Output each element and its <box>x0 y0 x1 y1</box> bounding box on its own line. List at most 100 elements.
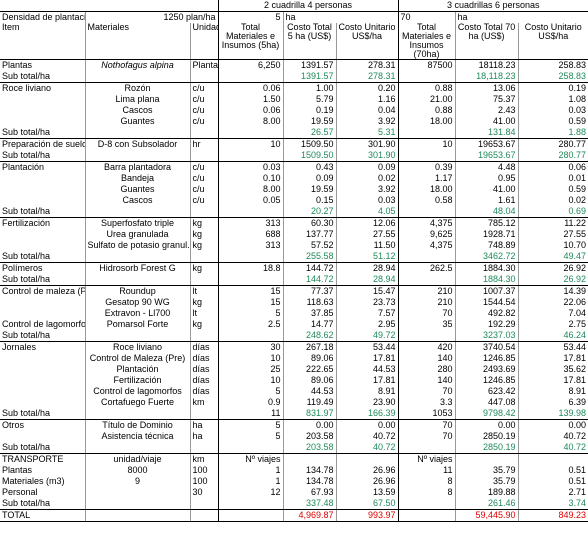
table-cell: Guantes <box>84 116 190 127</box>
table-row: Guantes c/u 8.00 19.59 3.92 18.00 41.00 0.59 <box>0 116 588 127</box>
table-cell: kg <box>189 262 218 274</box>
subtotal-cell <box>217 251 283 263</box>
table-cell: 0.06 <box>217 82 283 94</box>
table-row: Preparación de suelo D-8 con Subsolador hr… <box>0 138 588 150</box>
table-cell: 1 <box>217 465 283 476</box>
table-cell: Título de Dominio <box>84 419 190 431</box>
table-row: Sub total/ha 337.48 67.50 261.46 3.74 <box>0 498 588 510</box>
table-cell: 785.12 <box>454 217 519 229</box>
table-cell <box>0 195 85 206</box>
table-cell <box>0 353 85 364</box>
subtotal-cell <box>189 127 218 139</box>
table-cell: 1928.71 <box>454 229 519 240</box>
table-cell: 10.70 <box>517 240 588 251</box>
table-cell: 5 <box>217 431 283 442</box>
table-cell: 15 <box>217 297 283 308</box>
table-cell: kg <box>189 297 218 308</box>
subtotal-cell <box>84 251 190 263</box>
subtotal-cell: 49.72 <box>335 330 399 342</box>
table-cell: 21.00 <box>397 94 456 105</box>
table-cell: 0.88 <box>397 82 456 94</box>
table-cell: 5 <box>217 386 283 397</box>
table-cell: 18.00 <box>397 184 456 195</box>
table-cell: 0.06 <box>517 161 588 173</box>
table-cell: 70 <box>397 431 456 442</box>
table-cell: 44.53 <box>335 364 399 375</box>
subtotal-cell: 3.74 <box>517 498 588 510</box>
subtotal-cell <box>84 498 190 510</box>
table-cell: 0.88 <box>397 105 456 116</box>
table-cell: 118.63 <box>282 297 336 308</box>
subtotal-cell <box>397 206 456 218</box>
table-row: Sub total/ha 20.27 4.05 48.04 0.69 <box>0 206 588 218</box>
table-cell: hr <box>189 138 218 150</box>
table-cell: 0.02 <box>335 173 399 184</box>
table-cell: 2.75 <box>517 319 588 330</box>
table-cell <box>0 116 85 127</box>
subtotal-cell <box>397 442 456 454</box>
subtotal-cell: 0.69 <box>517 206 588 218</box>
table-cell: 75.37 <box>454 94 519 105</box>
table-cell: c/u <box>189 161 218 173</box>
table-cell: 27.55 <box>517 229 588 240</box>
table-cell: 9 <box>84 476 190 487</box>
subtotal-cell <box>84 408 190 420</box>
table-cell: 0.58 <box>397 195 456 206</box>
table-row: Densidad de plantación1250 plan/ha5ha70h… <box>0 11 588 23</box>
subtotal-cell <box>84 206 190 218</box>
table-cell: Cascos <box>84 105 190 116</box>
table-row: Cascos c/u 0.05 0.15 0.03 0.58 1.61 0.02 <box>0 195 588 206</box>
table-cell: 0.51 <box>517 476 588 487</box>
table-cell: 0.03 <box>335 195 399 206</box>
group-title: 3 cuadrillas 6 personas <box>397 0 588 12</box>
table-cell: 3.3 <box>397 397 456 408</box>
table-row: Cortafuego Fuerte km 0.9 119.49 23.90 3.3 447.… <box>0 397 588 408</box>
table-row: Sub total/ha 1391.57 278.31 18,118.23 258.83 <box>0 71 588 83</box>
table-cell: Superfosfato triple <box>84 217 190 229</box>
table-row: Materiales (m3) 9 100 1 134.78 26.96 8 35.79 0.5… <box>0 476 588 487</box>
table-cell: 17.81 <box>335 353 399 364</box>
table-cell: 22.06 <box>517 297 588 308</box>
column-header: Total Materiales e Insumos (5ha) <box>217 23 283 60</box>
table-row: Sub total/ha 144.72 28.94 1884.30 26.92 <box>0 274 588 286</box>
subtotal-cell: 26.92 <box>517 274 588 286</box>
subtotal-cell: 3462.72 <box>454 251 519 263</box>
table-cell: 12 <box>217 487 283 498</box>
subtotal-cell: 19653.67 <box>454 150 519 162</box>
subtotal-cell <box>217 442 283 454</box>
table-row: 2 cuadrilla 4 personas 3 cuadrillas 6 per… <box>0 0 588 12</box>
table-cell: 447.08 <box>454 397 519 408</box>
total-cell: 4,969.87 <box>282 509 336 522</box>
subtotal-cell: 278.31 <box>335 71 399 83</box>
subtotal-cell: 255.58 <box>282 251 336 263</box>
table-cell: 0.51 <box>517 465 588 476</box>
subtotal-cell <box>397 150 456 162</box>
table-cell: Roundup <box>84 285 190 297</box>
table-cell: Control de Maleza (Pre) <box>84 353 190 364</box>
subtotal-cell: 831.97 <box>282 408 336 420</box>
table-cell: 144.72 <box>282 262 336 274</box>
table-cell: 258.83 <box>517 59 588 71</box>
table-cell: 1246.85 <box>454 353 519 364</box>
table-cell: 35 <box>397 319 456 330</box>
total-cell: 849.23 <box>517 509 588 522</box>
table-cell: 0.15 <box>282 195 336 206</box>
table-cell: 313 <box>217 240 283 251</box>
table-cell: 11.22 <box>517 217 588 229</box>
table-cell: 40.72 <box>335 431 399 442</box>
table-cell: 18.8 <box>217 262 283 274</box>
subtotal-cell: 51.12 <box>335 251 399 263</box>
table-cell: días <box>189 364 218 375</box>
table-cell: 18118.23 <box>454 59 519 71</box>
subtotal-cell: 139.98 <box>517 408 588 420</box>
table-cell: 13.06 <box>454 82 519 94</box>
table-row: Sub total/ha 203.58 40.72 2850.19 40.72 <box>0 442 588 454</box>
table-cell: Roce liviano <box>84 341 190 353</box>
table-cell: 278.31 <box>335 59 399 71</box>
subtotal-cell: Sub total/ha <box>0 330 85 342</box>
table-cell: 222.65 <box>282 364 336 375</box>
table-cell: 2.95 <box>335 319 399 330</box>
table-cell: Personal <box>2 487 38 497</box>
table-cell: 280.77 <box>517 138 588 150</box>
